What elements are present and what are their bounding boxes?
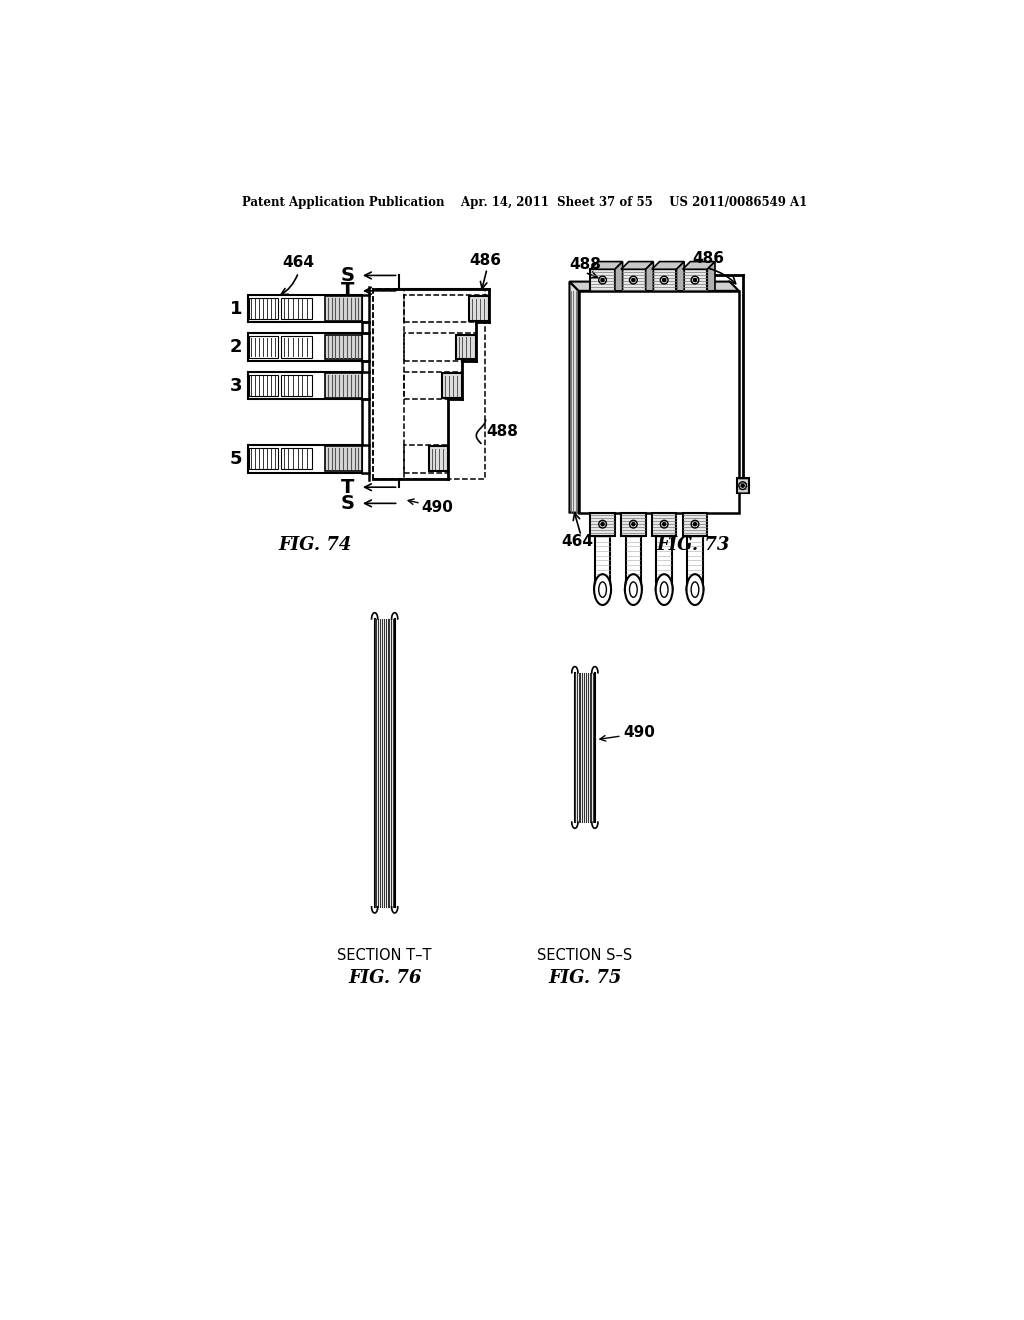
Bar (403, 333, 475, 360)
Circle shape (632, 523, 635, 525)
Bar (579, 290, 739, 512)
Bar (652, 512, 677, 536)
Polygon shape (590, 261, 623, 269)
Bar (282, 298, 312, 319)
Bar (590, 512, 614, 536)
Polygon shape (677, 261, 684, 290)
Ellipse shape (625, 574, 642, 605)
Ellipse shape (691, 582, 698, 598)
Ellipse shape (660, 582, 668, 598)
Text: FIG. 74: FIG. 74 (279, 536, 352, 554)
Ellipse shape (594, 574, 611, 605)
Bar (325, 335, 361, 359)
Bar (325, 296, 361, 321)
Bar (248, 445, 361, 473)
Circle shape (601, 523, 604, 525)
Bar (456, 335, 475, 359)
Polygon shape (708, 261, 715, 290)
Circle shape (601, 279, 604, 281)
Text: 490: 490 (624, 725, 655, 739)
Polygon shape (652, 261, 684, 269)
Bar (373, 289, 403, 479)
Bar (469, 296, 488, 321)
Text: 488: 488 (486, 424, 518, 440)
Text: SECTION T–T: SECTION T–T (338, 948, 432, 962)
Bar (683, 269, 708, 290)
Circle shape (693, 279, 696, 281)
Polygon shape (621, 261, 653, 269)
Bar (249, 298, 279, 319)
Circle shape (741, 484, 744, 487)
Text: 1: 1 (229, 300, 243, 318)
Circle shape (663, 279, 666, 281)
Bar (403, 372, 462, 400)
Bar (249, 375, 279, 396)
Text: FIG. 73: FIG. 73 (656, 536, 729, 554)
Text: 490: 490 (422, 500, 454, 515)
Bar (683, 512, 708, 536)
Bar (652, 269, 677, 290)
Bar (249, 337, 279, 358)
Text: T: T (341, 281, 354, 301)
Ellipse shape (630, 582, 637, 598)
Circle shape (693, 523, 696, 525)
Bar (403, 294, 488, 322)
Text: Patent Application Publication    Apr. 14, 2011  Sheet 37 of 55    US 2011/00865: Patent Application Publication Apr. 14, … (242, 195, 808, 209)
Text: 464: 464 (283, 255, 314, 269)
Circle shape (632, 279, 635, 281)
Text: S: S (341, 494, 354, 513)
Bar (282, 337, 312, 358)
Bar (282, 375, 312, 396)
Text: 486: 486 (692, 251, 724, 267)
Bar (442, 374, 462, 397)
Bar (429, 446, 447, 471)
Bar (403, 445, 447, 473)
Bar (621, 512, 646, 536)
Text: 3: 3 (229, 376, 243, 395)
Text: 5: 5 (229, 450, 243, 467)
Text: 2: 2 (229, 338, 243, 356)
Bar (282, 447, 312, 470)
Text: 464: 464 (561, 535, 593, 549)
Text: FIG. 76: FIG. 76 (348, 969, 421, 987)
Bar (736, 478, 749, 494)
Text: FIG. 75: FIG. 75 (548, 969, 622, 987)
Bar (325, 446, 361, 471)
Polygon shape (646, 261, 653, 290)
Bar (373, 289, 484, 479)
Bar (248, 333, 361, 360)
Text: S: S (341, 265, 354, 285)
Polygon shape (569, 281, 579, 512)
Polygon shape (614, 261, 623, 290)
Bar (249, 447, 279, 470)
Polygon shape (683, 261, 715, 269)
Ellipse shape (655, 574, 673, 605)
Polygon shape (569, 281, 739, 290)
Text: SECTION S–S: SECTION S–S (538, 948, 633, 962)
Bar (248, 372, 361, 400)
Ellipse shape (686, 574, 703, 605)
Bar (325, 374, 361, 397)
Text: T: T (341, 478, 354, 496)
Text: 488: 488 (569, 257, 601, 272)
Bar (621, 269, 646, 290)
Text: 486: 486 (469, 253, 502, 268)
Bar (590, 269, 614, 290)
Bar (248, 294, 361, 322)
Circle shape (663, 523, 666, 525)
Ellipse shape (599, 582, 606, 598)
